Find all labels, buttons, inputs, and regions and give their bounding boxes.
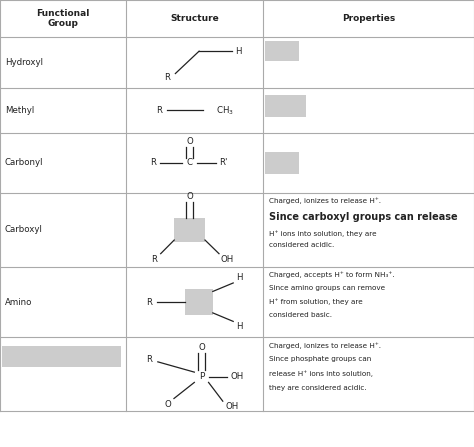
Text: P: P [199,372,204,381]
Text: O: O [186,192,193,201]
Text: OH: OH [226,402,239,412]
Text: H⁺ from solution, they are: H⁺ from solution, they are [269,299,363,305]
Text: Since carboxyl groups can release: Since carboxyl groups can release [269,212,457,222]
Bar [265,41,299,61]
Text: CH$_3$: CH$_3$ [216,104,234,117]
Text: Charged, ionizes to release H⁺.: Charged, ionizes to release H⁺. [269,342,381,349]
Text: R: R [156,106,162,115]
Text: H: H [236,273,243,282]
Bar [265,95,306,117]
Text: R: R [146,298,152,307]
Bar [265,152,299,174]
Text: Charged, accepts H⁺ to form NH₃⁺.: Charged, accepts H⁺ to form NH₃⁺. [269,271,394,278]
Text: Carbonyl: Carbonyl [5,158,43,168]
Text: release H⁺ ions into solution,: release H⁺ ions into solution, [269,370,373,377]
Text: Hydroxyl: Hydroxyl [5,58,43,67]
Text: Carboxyl: Carboxyl [5,225,43,235]
Text: H⁺ ions into solution, they are: H⁺ ions into solution, they are [269,230,376,237]
Text: R: R [164,72,170,82]
Text: O: O [198,343,205,352]
Bar [174,218,205,242]
Text: C: C [187,158,192,168]
Text: R: R [150,158,155,168]
Text: considered basic.: considered basic. [269,312,332,318]
Text: O: O [186,137,193,146]
Text: considered acidic.: considered acidic. [269,241,334,248]
Text: H: H [236,322,243,331]
Text: O: O [165,400,172,409]
Text: R: R [151,254,157,264]
Bar [185,289,213,315]
Text: OH: OH [221,254,234,264]
Text: Functional
Group: Functional Group [36,8,90,28]
Text: Properties: Properties [342,14,395,23]
Text: OH: OH [230,372,244,381]
Text: Since phosphate groups can: Since phosphate groups can [269,356,371,362]
Text: R: R [146,355,152,364]
Text: Methyl: Methyl [5,106,34,115]
Text: Charged, ionizes to release H⁺.: Charged, ionizes to release H⁺. [269,198,381,204]
Bar [2,346,121,367]
Text: Structure: Structure [170,14,219,23]
Text: Amino: Amino [5,298,32,307]
Text: H: H [235,46,242,56]
Text: Since amino groups can remove: Since amino groups can remove [269,285,385,291]
Text: R': R' [219,158,228,168]
Text: they are considered acidic.: they are considered acidic. [269,384,366,391]
